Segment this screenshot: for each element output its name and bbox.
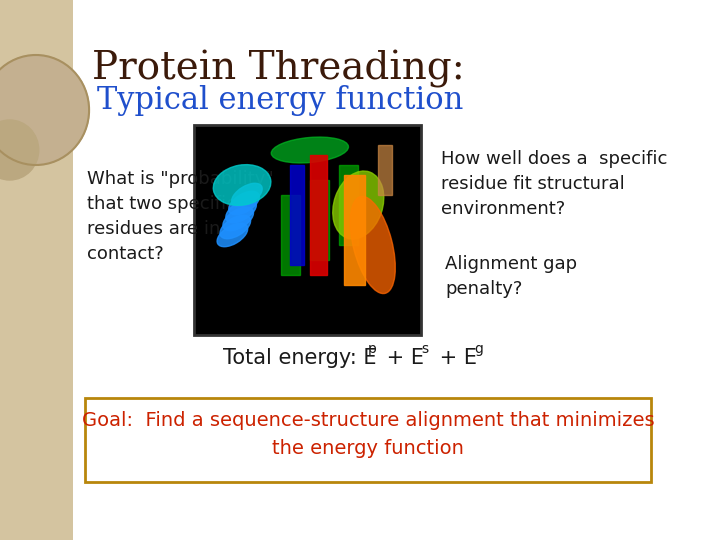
Ellipse shape [232,183,262,207]
Circle shape [0,120,39,180]
Text: Typical energy function: Typical energy function [96,85,463,116]
Text: p: p [368,342,377,356]
Ellipse shape [226,199,256,222]
Text: Total energy: E: Total energy: E [222,348,377,368]
Bar [290,165,304,265]
Ellipse shape [223,207,253,231]
Circle shape [0,55,89,165]
Ellipse shape [220,215,251,239]
Bar [310,155,328,275]
Bar [194,125,421,335]
Bar [310,180,329,260]
Ellipse shape [229,191,259,215]
Ellipse shape [213,165,271,205]
Text: How well does a  specific
residue fit structural
environment?: How well does a specific residue fit str… [441,150,667,218]
Bar [0,0,73,540]
Text: Alignment gap
penalty?: Alignment gap penalty? [446,255,577,298]
Text: Protein Threading:: Protein Threading: [92,50,464,88]
Text: Goal:  Find a sequence-structure alignment that minimizes
the energy function: Goal: Find a sequence-structure alignmen… [81,411,654,458]
Bar [343,175,365,285]
Ellipse shape [271,137,348,163]
Ellipse shape [333,171,384,239]
Bar [339,165,359,245]
Text: + E: + E [379,348,423,368]
Text: s: s [421,342,428,356]
Text: + E: + E [433,348,477,368]
Bar [281,195,300,275]
Ellipse shape [351,197,395,294]
Text: What is "probability"
that two specific
residues are in
contact?: What is "probability" that two specific … [87,170,274,263]
Text: g: g [474,342,483,356]
Bar [378,145,392,195]
FancyBboxPatch shape [85,398,651,482]
Ellipse shape [217,223,248,247]
